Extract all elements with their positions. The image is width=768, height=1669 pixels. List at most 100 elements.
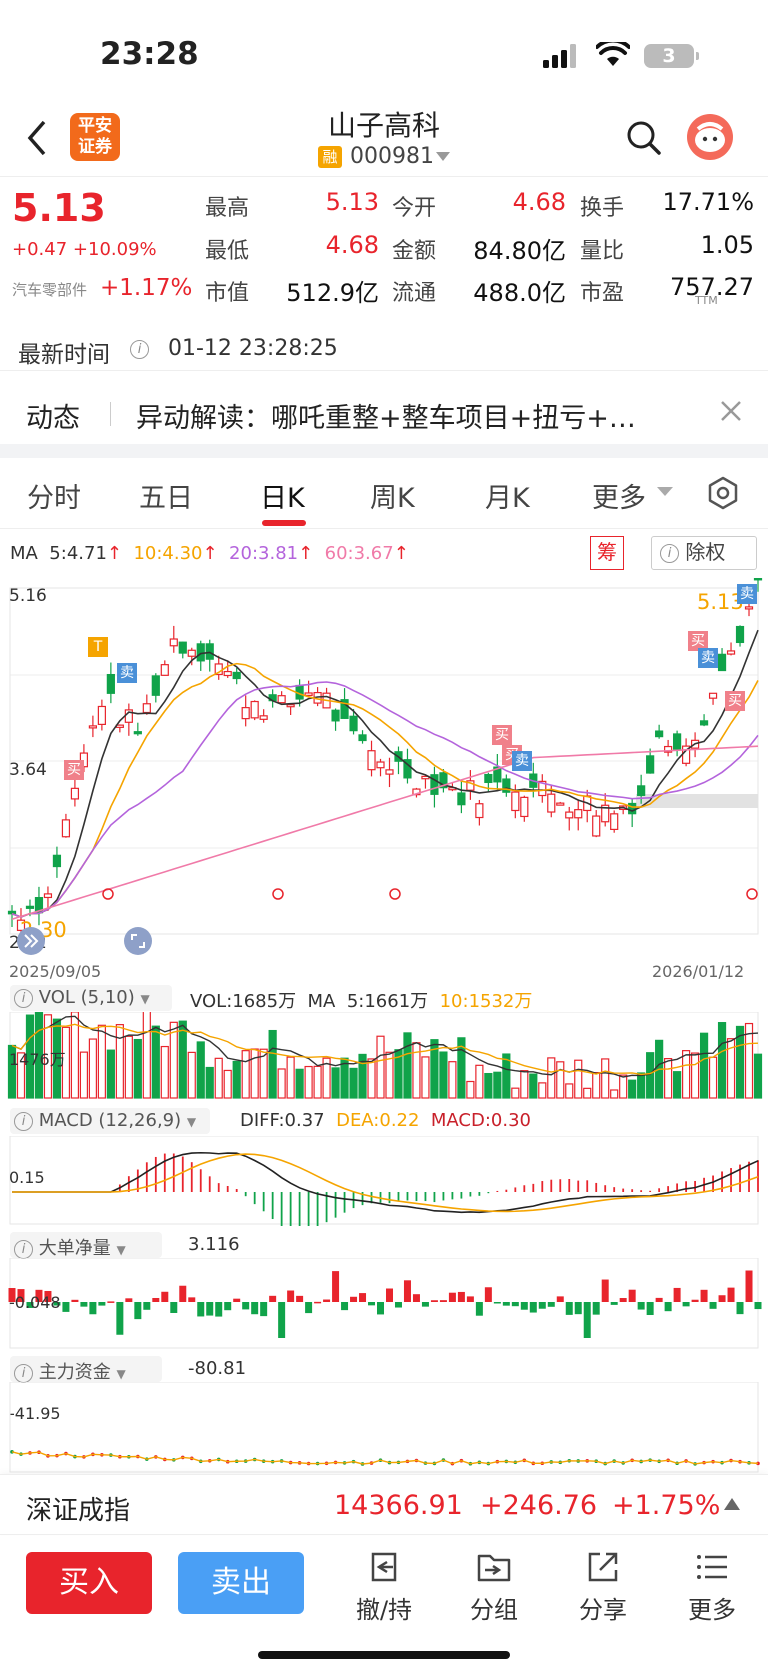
sector-name[interactable]: 汽车零部件 [12,281,88,299]
tab-intraday[interactable]: 分时 [27,483,81,514]
arrow-up-icon: ↑ [106,543,122,564]
macd-indicator-label: i MACD (12,26,9) ▼ [14,1110,196,1131]
chip-distribution-button[interactable]: 筹 [590,536,624,570]
volume-chart[interactable] [0,1012,768,1100]
news-headline[interactable]: 异动解读：哪吒重整+整车项目+扭亏+… [136,403,636,434]
candle-body [223,670,232,677]
buy-marker[interactable]: 买 [688,631,708,651]
bigorder-bar [412,1294,420,1302]
ma5-line [11,629,759,918]
bigorder-bar [646,1302,654,1316]
buy-marker[interactable]: 买 [492,725,512,745]
macd-chart[interactable] [0,1136,768,1226]
macd-dea: DEA:0.22 [336,1110,420,1131]
volume-bar [70,1012,80,1099]
ma10-line [11,662,759,918]
event-dot [389,888,401,900]
volume-bar [187,1051,196,1099]
sell-button[interactable]: 卖出 [178,1552,304,1614]
bigorder-bar [754,1302,762,1310]
last-price-mark: 5.13 [697,590,744,614]
sell-marker[interactable]: 卖 [512,751,532,771]
info-icon[interactable]: i [130,340,149,359]
bigorder-indicator-selector[interactable] [10,1232,162,1258]
sell-marker[interactable]: 卖 [117,663,137,683]
share-label[interactable]: 分享 [579,1596,627,1624]
tab-monthly-k[interactable]: 月K [485,483,530,514]
mainfund-indicator-selector[interactable] [10,1356,162,1382]
candle-body [142,703,151,714]
sell-marker[interactable]: 卖 [737,584,757,604]
tab-more[interactable]: 更多 [592,483,646,514]
news-tag[interactable]: 动态 [26,403,80,434]
mainfund-chart[interactable] [0,1382,768,1474]
volume-bar [61,1026,71,1099]
volume-bar [286,1056,295,1099]
settings-icon[interactable] [706,476,740,510]
stat-value: 4.68 [325,231,379,259]
chevron-down-icon[interactable] [436,152,450,162]
bigorder-bar [403,1280,411,1302]
bigorder-bar [368,1302,376,1306]
more-label[interactable]: 更多 [688,1596,736,1624]
candle-body [412,788,421,796]
stat-value: 17.71% [662,188,754,216]
back-icon[interactable] [24,118,48,158]
info-icon: i [14,1239,33,1259]
volume-bar [88,1038,97,1099]
vol-legend: VOL:1685万 MA 5:1661万 10:1532万 [190,987,532,1013]
chevron-down-icon[interactable] [657,487,673,497]
vol-indicator-selector[interactable] [10,985,172,1011]
bigorder-bar [394,1302,402,1308]
bigorder-bar [475,1302,483,1316]
scroll-left-icon[interactable] [16,926,46,956]
bigorder-chart[interactable] [0,1258,768,1350]
candle-body [565,811,574,819]
chevron-down-icon: ▼ [140,992,150,1006]
home-indicator [258,1651,510,1659]
chevron-up-icon[interactable] [724,1498,740,1510]
candle-body [25,905,35,909]
index-bar[interactable] [0,1474,768,1534]
stock-code[interactable]: 000981 [350,144,434,169]
bigorder-bar [278,1302,286,1338]
bigorder-bar [179,1285,187,1302]
volume-bar [169,1021,178,1099]
macd-indicator-selector[interactable] [10,1108,210,1134]
assistant-avatar[interactable] [686,113,734,161]
tab-five-day[interactable]: 五日 [139,483,193,514]
buy-marker[interactable]: 买 [64,760,84,780]
candle-body [304,692,313,696]
folder-icon[interactable] [475,1548,513,1586]
bigorder-bar [251,1302,259,1315]
candle-body [340,699,349,719]
stat-value: 488.0亿 [473,279,566,307]
bigorder-bar [421,1302,429,1307]
tab-daily-k[interactable]: 日K [260,483,305,514]
withdraw-icon[interactable] [365,1548,403,1586]
kline-chart[interactable] [0,578,768,950]
candle-body [475,803,484,819]
sell-marker[interactable]: 卖 [698,648,718,668]
tab-weekly-k[interactable]: 周K [370,483,415,514]
bigorder-bar [332,1271,340,1302]
close-icon[interactable] [720,400,742,422]
fullscreen-icon[interactable] [123,926,153,956]
candle-body [556,802,565,806]
price-change: +0.47 +10.09% [12,239,157,260]
ex-rights-button[interactable]: i 除权 [651,536,757,570]
group-label[interactable]: 分组 [470,1596,518,1624]
candle-body [538,780,547,797]
share-icon[interactable] [584,1548,622,1586]
t-marker[interactable]: T [88,637,108,657]
volume-bar [726,1038,736,1099]
info-icon: i [14,1363,33,1383]
bigorder-bar [71,1299,79,1302]
buy-button[interactable]: 买入 [26,1552,152,1614]
search-icon[interactable] [626,120,662,156]
withdraw-hold-label[interactable]: 撤/持 [355,1596,413,1624]
candle-body [205,643,214,660]
buy-marker[interactable]: 买 [725,691,745,711]
event-dot [272,888,284,900]
menu-icon[interactable] [693,1548,731,1586]
